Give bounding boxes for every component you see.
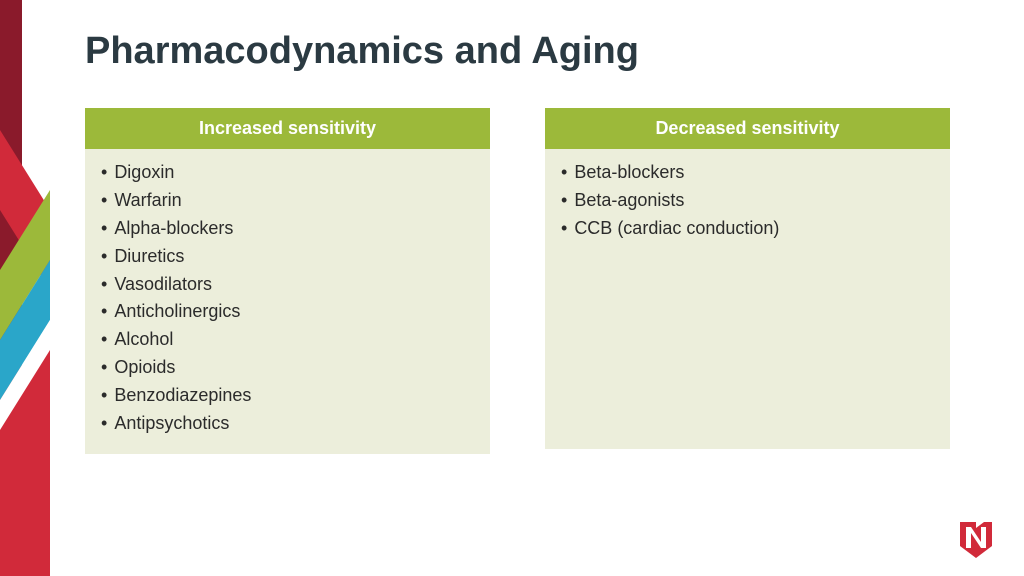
panel-body-decreased: Beta-blockersBeta-agonistsCCB (cardiac c… <box>545 149 950 449</box>
list-item: Opioids <box>101 354 474 382</box>
list-item: Digoxin <box>101 159 474 187</box>
content-columns: Increased sensitivity DigoxinWarfarinAlp… <box>85 108 950 454</box>
list-item: Anticholinergics <box>101 298 474 326</box>
logo-icon <box>956 518 996 558</box>
panel-header-increased: Increased sensitivity <box>85 108 490 149</box>
list-item: Diuretics <box>101 243 474 271</box>
increased-list: DigoxinWarfarinAlpha-blockersDiureticsVa… <box>101 159 474 438</box>
panel-body-increased: DigoxinWarfarinAlpha-blockersDiureticsVa… <box>85 149 490 454</box>
accent-stripes-icon <box>0 0 50 576</box>
panel-header-decreased: Decreased sensitivity <box>545 108 950 149</box>
left-accent-bar <box>0 0 50 576</box>
decreased-list: Beta-blockersBeta-agonistsCCB (cardiac c… <box>561 159 934 243</box>
list-item: Vasodilators <box>101 271 474 299</box>
list-item: Warfarin <box>101 187 474 215</box>
list-item: Beta-agonists <box>561 187 934 215</box>
slide: Pharmacodynamics and Aging Increased sen… <box>0 0 1024 576</box>
page-title: Pharmacodynamics and Aging <box>85 30 639 73</box>
panel-decreased: Decreased sensitivity Beta-blockersBeta-… <box>545 108 950 454</box>
list-item: Benzodiazepines <box>101 382 474 410</box>
list-item: Alpha-blockers <box>101 215 474 243</box>
list-item: Alcohol <box>101 326 474 354</box>
list-item: CCB (cardiac conduction) <box>561 215 934 243</box>
panel-increased: Increased sensitivity DigoxinWarfarinAlp… <box>85 108 490 454</box>
list-item: Antipsychotics <box>101 410 474 438</box>
list-item: Beta-blockers <box>561 159 934 187</box>
